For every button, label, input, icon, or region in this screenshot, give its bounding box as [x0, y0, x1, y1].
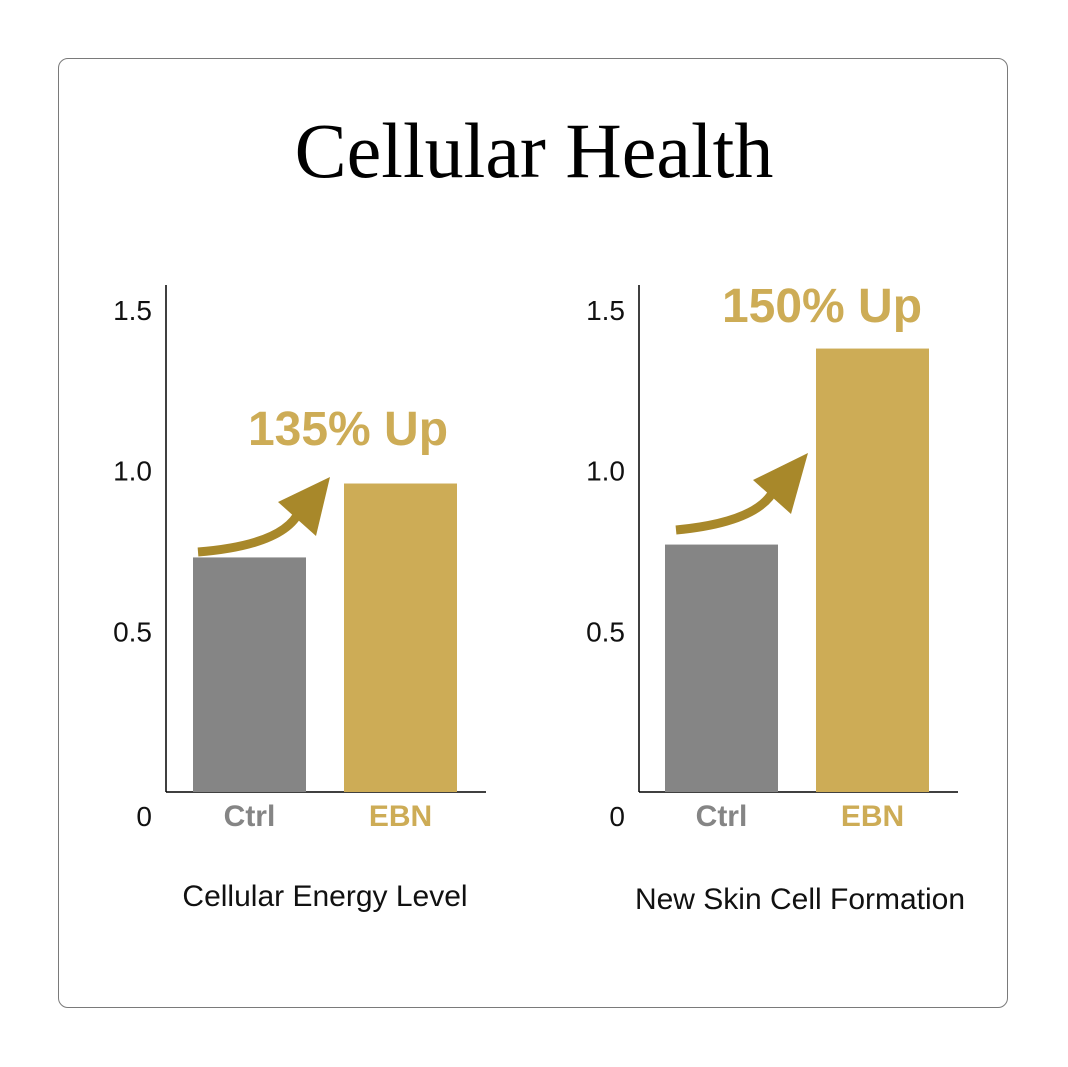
arrow-head-icon: [753, 453, 808, 514]
category-label-ctrl: Ctrl: [224, 800, 276, 833]
chart-subtitle: Cellular Energy Level: [182, 880, 467, 913]
y-tick-label: 0: [609, 801, 625, 832]
bar-ctrl: [193, 557, 306, 792]
category-label-ebn: EBN: [841, 800, 904, 833]
y-tick-label: 0.5: [586, 616, 625, 647]
y-tick-label: 0: [136, 801, 152, 832]
curved-arrow-icon: [675, 485, 780, 535]
bar-ebn: [344, 483, 457, 792]
bar-ebn: [816, 348, 929, 792]
bar-ctrl: [665, 544, 778, 792]
increase-annotation: 135% Up: [248, 403, 448, 456]
y-tick-label: 0.5: [113, 616, 152, 647]
category-label-ctrl: Ctrl: [696, 800, 748, 833]
page-title: Cellular Health: [294, 107, 774, 194]
y-tick-label: 1.5: [113, 295, 152, 326]
curved-arrow-icon: [197, 507, 305, 557]
increase-annotation: 150% Up: [722, 280, 922, 333]
category-label-ebn: EBN: [369, 800, 432, 833]
arrow-head-icon: [278, 477, 330, 536]
y-tick-label: 1.0: [586, 456, 625, 487]
chart-subtitle: New Skin Cell Formation: [635, 883, 965, 916]
y-tick-label: 1.5: [586, 295, 625, 326]
y-tick-label: 1.0: [113, 456, 152, 487]
